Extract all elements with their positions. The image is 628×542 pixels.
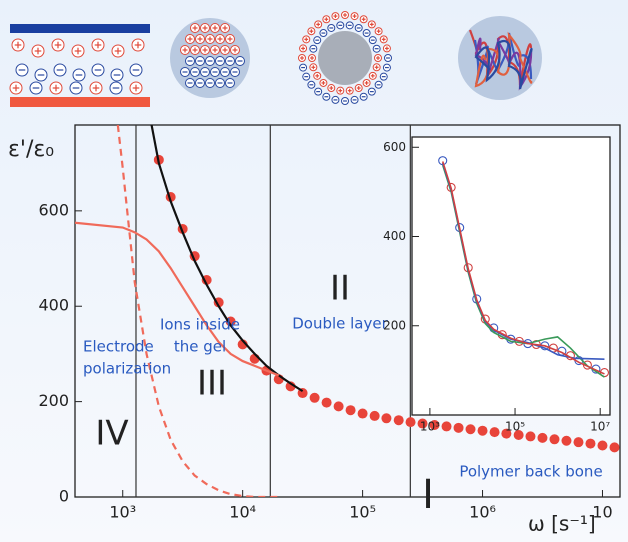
- data-point: [573, 437, 584, 448]
- data-point: [489, 427, 500, 438]
- data-point: [345, 405, 356, 416]
- y-tick-label: 600: [38, 200, 69, 219]
- data-point: [549, 434, 560, 445]
- polymer-chain: [474, 39, 533, 90]
- data-point: [321, 397, 332, 408]
- x-tick-label: 10⁵: [349, 503, 376, 522]
- plot-data: [438, 156, 610, 378]
- annotation: polarization: [83, 360, 171, 378]
- plot-frame: [411, 136, 611, 416]
- plot-frame: [74, 124, 621, 498]
- data-point: [465, 424, 476, 435]
- core-sphere: [318, 31, 372, 85]
- polymer-chain: [474, 31, 533, 88]
- data-point: [417, 418, 428, 429]
- electrode-negative: [10, 24, 150, 33]
- annotation: I: [422, 472, 434, 518]
- schematic-icons: [9, 11, 542, 107]
- annotation: the gel: [174, 338, 226, 356]
- data-point: [309, 392, 320, 403]
- data-point: [537, 432, 548, 443]
- x-tick-label: 10: [592, 503, 612, 522]
- annotation: Polymer back bone: [459, 463, 602, 481]
- x-tick-label: 10⁴: [229, 503, 256, 522]
- data-point: [333, 401, 344, 412]
- y-tick-label: 200: [383, 318, 406, 332]
- annotation: III: [197, 364, 227, 404]
- data-point: [585, 438, 596, 449]
- y-tick-label: 200: [38, 391, 69, 410]
- x-tick-label: 10⁷: [590, 420, 610, 434]
- fit-curve: [75, 221, 280, 377]
- data-point: [609, 442, 620, 453]
- x-tick-label: 10⁶: [469, 503, 496, 522]
- annotation: Ions inside: [160, 316, 240, 334]
- inset-background: [412, 137, 610, 415]
- data-point: [561, 435, 572, 446]
- data-point: [357, 408, 368, 419]
- x-tick-label: 10⁵: [505, 420, 525, 434]
- plot-data: [75, 125, 620, 497]
- data-point: [477, 425, 488, 436]
- data-point: [453, 422, 464, 433]
- y-tick-label: 0: [59, 487, 69, 506]
- electrode-positive: [10, 97, 150, 107]
- y-tick-label: 600: [383, 140, 406, 154]
- inset-chart: 10³ 10⁵ 10⁷ 200 400 600: [383, 136, 611, 434]
- y-axis-label: ε'/ε₀: [8, 137, 54, 162]
- data-point: [369, 410, 380, 421]
- data-point: [381, 413, 392, 424]
- annotation: II: [330, 269, 350, 309]
- dashed-curve: [116, 125, 279, 497]
- annotation: IV: [95, 414, 128, 454]
- data-point: [225, 316, 236, 327]
- data-point: [597, 440, 608, 451]
- annotation: Double layer: [292, 315, 388, 333]
- data-point: [441, 421, 452, 432]
- data-point: [501, 428, 512, 439]
- data-point: [393, 415, 404, 426]
- data-point: [513, 430, 524, 440]
- y-tick-label: 400: [38, 296, 69, 315]
- annotation: Electrode: [83, 338, 154, 356]
- fit-curve: [441, 161, 605, 375]
- x-axis-label: ω [s⁻¹]: [528, 512, 596, 536]
- x-tick-label: 10³: [109, 503, 136, 522]
- data-point: [429, 419, 440, 430]
- data-point: [525, 431, 536, 442]
- data-point: [405, 417, 416, 428]
- x-tick-label: 10³: [420, 420, 440, 434]
- y-tick-label: 400: [383, 229, 406, 243]
